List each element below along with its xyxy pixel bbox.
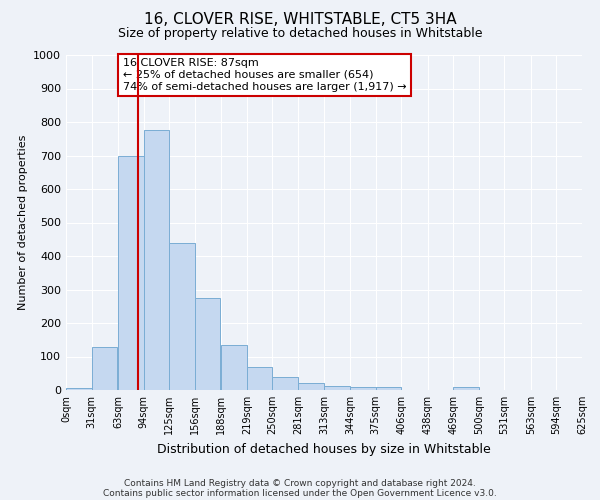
Bar (118, 156, 143, 390)
Bar (453, 386, 479, 390)
Text: Size of property relative to detached houses in Whitstable: Size of property relative to detached ho… (118, 28, 482, 40)
Text: 16, CLOVER RISE, WHITSTABLE, CT5 3HA: 16, CLOVER RISE, WHITSTABLE, CT5 3HA (143, 12, 457, 28)
X-axis label: Distribution of detached houses by size in Whitstable: Distribution of detached houses by size … (157, 442, 491, 456)
Bar (376, 388, 401, 390)
Bar (169, 242, 195, 390)
Bar (143, 130, 169, 390)
Bar (92, 348, 117, 390)
Bar (350, 386, 376, 390)
Bar (247, 367, 272, 390)
Bar (272, 378, 298, 390)
Y-axis label: Number of detached properties: Number of detached properties (17, 135, 28, 310)
Bar (298, 382, 323, 390)
Bar (221, 346, 247, 390)
Text: Contains public sector information licensed under the Open Government Licence v3: Contains public sector information licen… (103, 488, 497, 498)
Bar (195, 298, 220, 390)
Bar (325, 386, 350, 390)
Bar (66, 388, 92, 390)
Text: Contains HM Land Registry data © Crown copyright and database right 2024.: Contains HM Land Registry data © Crown c… (124, 478, 476, 488)
Text: 16 CLOVER RISE: 87sqm
← 25% of detached houses are smaller (654)
74% of semi-det: 16 CLOVER RISE: 87sqm ← 25% of detached … (123, 58, 406, 92)
